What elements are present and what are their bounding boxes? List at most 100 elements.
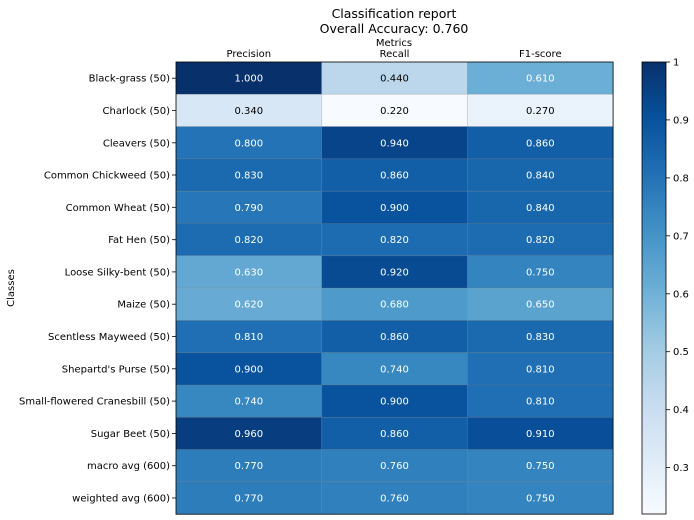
cell-value-label: 0.750 bbox=[526, 461, 555, 472]
row-tick-label: Shepartd's Purse (50) bbox=[62, 364, 170, 375]
colorbar-tick-label: 1 bbox=[673, 58, 679, 69]
cell-value-label: 0.860 bbox=[380, 429, 409, 440]
cell-value-label: 0.790 bbox=[234, 203, 263, 214]
colorbar-tick-label: 0.9 bbox=[673, 115, 689, 126]
cell-value-label: 0.750 bbox=[526, 494, 555, 505]
heatmap-cell bbox=[321, 416, 468, 450]
heatmap-cell bbox=[466, 158, 614, 192]
cell-value-label: 0.630 bbox=[234, 267, 263, 278]
cell-value-label: 0.750 bbox=[526, 267, 555, 278]
cell-value-label: 0.770 bbox=[234, 461, 263, 472]
colorbar-tick-label: 0.8 bbox=[673, 173, 689, 184]
row-tick-label: Loose Silky-bent (50) bbox=[65, 267, 170, 278]
heatmap-cell bbox=[466, 416, 614, 450]
cell-value-label: 0.760 bbox=[380, 494, 409, 505]
heatmap-cell bbox=[321, 126, 468, 160]
heatmap-cell bbox=[175, 352, 323, 386]
cell-value-label: 0.340 bbox=[234, 106, 263, 117]
heatmap-cell bbox=[321, 352, 468, 386]
colorbar-tick-label: 0.3 bbox=[673, 463, 689, 474]
row-tick-labels: Black-grass (50) Charlock (50) Cleavers (5… bbox=[19, 74, 176, 505]
colorbar-tick-label: 0.6 bbox=[673, 289, 689, 300]
heatmap-cell bbox=[175, 287, 323, 321]
y-axis-label: Classes bbox=[6, 269, 17, 307]
cell-value-label: 0.650 bbox=[526, 300, 555, 311]
row-tick-label: Fat Hen (50) bbox=[108, 235, 170, 246]
row-tick-label: Charlock (50) bbox=[103, 106, 171, 117]
cell-value-label: 0.940 bbox=[380, 138, 409, 149]
heatmap-cell bbox=[466, 223, 614, 257]
heatmap-cell bbox=[175, 449, 323, 483]
cell-value-label: 0.800 bbox=[234, 138, 263, 149]
cell-value-label: 0.920 bbox=[380, 267, 409, 278]
cell-value-label: 0.440 bbox=[380, 74, 409, 85]
cell-value-label: 0.830 bbox=[526, 332, 555, 343]
colorbar-gradient bbox=[641, 61, 667, 515]
row-tick-label: weighted avg (600) bbox=[72, 494, 170, 505]
row-tick-label: Black-grass (50) bbox=[89, 74, 170, 85]
cell-value-label: 0.810 bbox=[526, 397, 555, 408]
heatmap-cell bbox=[321, 255, 468, 289]
chart-title: Classification report bbox=[332, 6, 457, 21]
heatmap-cells bbox=[175, 61, 614, 515]
row-tick-label: Common Chickweed (50) bbox=[44, 171, 170, 182]
colorbar: 0.3 0.4 0.5 0.6 0.7 0.8 0.9 1 bbox=[641, 58, 689, 515]
cell-value-label: 0.860 bbox=[526, 138, 555, 149]
row-tick-label: Common Wheat (50) bbox=[66, 203, 170, 214]
column-tick-labels: Precision Recall F1-score bbox=[226, 49, 561, 60]
cell-value-label: 0.810 bbox=[526, 364, 555, 375]
colorbar-tick-label: 0.5 bbox=[673, 347, 689, 358]
cell-value-label: 0.740 bbox=[380, 364, 409, 375]
colorbar-tick-label: 0.4 bbox=[673, 405, 689, 416]
heatmap-frame bbox=[175, 61, 614, 515]
cell-value-label: 0.830 bbox=[234, 171, 263, 182]
cell-value-label: 0.820 bbox=[234, 235, 263, 246]
heatmap-cell bbox=[175, 158, 323, 192]
cell-value-label: 0.810 bbox=[234, 332, 263, 343]
heatmap-cell bbox=[321, 223, 468, 257]
cell-value-label: 0.760 bbox=[380, 461, 409, 472]
heatmap-cell bbox=[466, 93, 614, 128]
cell-value-label: 0.220 bbox=[380, 106, 409, 117]
x-axis-label: Metrics bbox=[376, 38, 412, 49]
heatmap-cell bbox=[321, 449, 468, 483]
cell-value-label: 0.820 bbox=[526, 235, 555, 246]
row-tick-label: Sugar Beet (50) bbox=[91, 429, 170, 440]
cell-value-label: 0.900 bbox=[380, 397, 409, 408]
cell-value-label: 0.960 bbox=[234, 429, 263, 440]
column-tick-label: F1-score bbox=[519, 49, 562, 60]
heatmap-cell bbox=[175, 255, 323, 289]
heatmap-cell bbox=[175, 416, 323, 450]
cell-value-label: 1.000 bbox=[234, 74, 263, 85]
row-tick-label: Scentless Mayweed (50) bbox=[48, 332, 170, 343]
heatmap-cell bbox=[321, 287, 468, 321]
column-tick-label: Precision bbox=[226, 49, 271, 60]
heatmap-cell bbox=[175, 384, 323, 418]
heatmap-cell bbox=[175, 61, 323, 95]
heatmap-cell bbox=[466, 449, 614, 483]
chart-subtitle: Overall Accuracy: 0.760 bbox=[320, 21, 469, 36]
heatmap-cell bbox=[321, 61, 468, 95]
column-tick-label: Recall bbox=[380, 49, 410, 60]
cell-value-label: 0.820 bbox=[380, 235, 409, 246]
heatmap-cell bbox=[466, 481, 614, 515]
heatmap-cell bbox=[175, 93, 323, 128]
cell-value-label: 0.680 bbox=[380, 300, 409, 311]
colorbar-tick-label: 0.7 bbox=[673, 231, 689, 242]
row-tick-label: Maize (50) bbox=[117, 300, 170, 311]
heatmap-cell bbox=[321, 190, 468, 224]
cell-value-label: 0.900 bbox=[234, 364, 263, 375]
cell-value-label: 0.740 bbox=[234, 397, 263, 408]
row-tick-label: macro avg (600) bbox=[87, 461, 170, 472]
cell-value-label: 0.840 bbox=[526, 203, 555, 214]
heatmap-cell bbox=[175, 319, 323, 354]
row-tick-label: Small-flowered Cranesbill (50) bbox=[19, 397, 170, 408]
heatmap-cell-labels: 1.000 0.440 0.610 0.340 0.220 0.270 0.800 0.940… bbox=[234, 74, 554, 505]
cell-value-label: 0.840 bbox=[526, 171, 555, 182]
cell-value-label: 0.270 bbox=[526, 106, 555, 117]
heatmap-cell bbox=[466, 319, 614, 354]
cell-value-label: 0.770 bbox=[234, 494, 263, 505]
heatmap-cell bbox=[466, 255, 614, 289]
cell-value-label: 0.900 bbox=[380, 203, 409, 214]
